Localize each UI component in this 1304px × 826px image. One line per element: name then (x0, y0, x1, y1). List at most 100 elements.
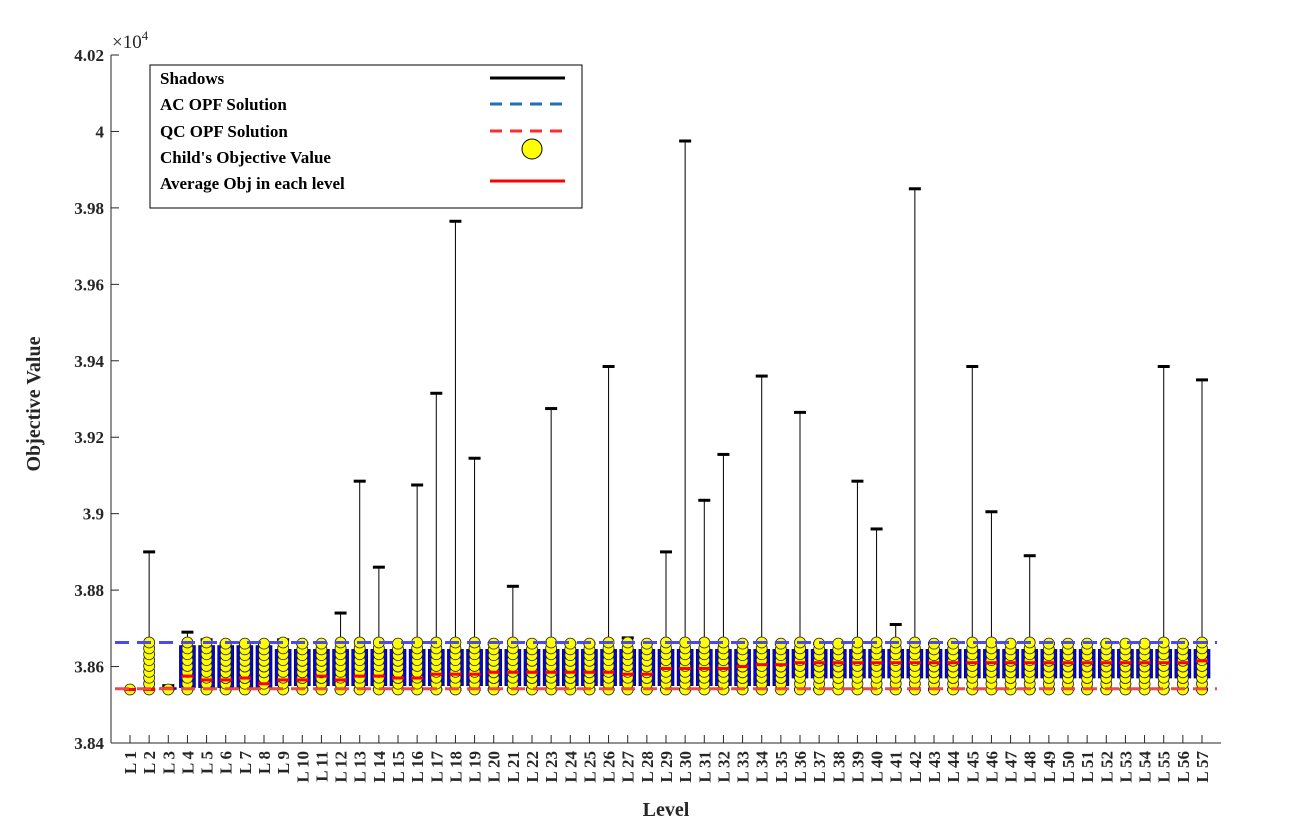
x-tick-label: L 33 (734, 751, 753, 783)
x-tick-label: L 7 (236, 751, 255, 775)
x-tick-label: L 5 (198, 751, 217, 774)
level-47 (1002, 637, 1019, 696)
level-14 (370, 565, 388, 696)
level-34 (753, 374, 771, 696)
y-axis-title: Objective Value (23, 336, 45, 471)
y-tick-label: 3.9 (83, 505, 104, 524)
x-tick-label: L 1 (121, 751, 140, 774)
level-17 (427, 391, 445, 696)
level-28 (638, 637, 656, 696)
x-tick-label: L 13 (351, 751, 370, 783)
level-53 (1117, 637, 1134, 696)
level-35 (772, 637, 790, 696)
x-tick-label: L 55 (1155, 751, 1174, 783)
x-tick-label: L 48 (1021, 751, 1040, 783)
x-tick-label: L 24 (561, 751, 580, 783)
level-42 (906, 187, 924, 696)
x-tick-label: L 37 (810, 751, 829, 783)
y-multiplier: ×104 (112, 28, 149, 53)
x-tick-label: L 41 (887, 751, 906, 783)
x-tick-label: L 18 (446, 751, 465, 783)
child-objective-marker (545, 636, 558, 649)
legend-entry-1: Shadows (160, 69, 565, 88)
legend-entry-2: AC OPF Solution (160, 95, 565, 114)
level-45 (963, 365, 981, 696)
legend-label: Average Obj in each level (160, 174, 345, 193)
level-40 (868, 527, 885, 696)
legend-entry-5: Average Obj in each level (160, 174, 565, 193)
y-tick-label: 3.96 (74, 275, 104, 294)
x-tick-label: L 47 (1002, 751, 1021, 783)
level-46 (983, 510, 1000, 696)
x-tick-label: L 14 (370, 751, 389, 783)
x-tick-label: L 15 (389, 751, 408, 783)
x-tick-label: L 40 (868, 751, 887, 783)
y-tick-label: 4.02 (74, 46, 104, 65)
x-tick-label: L 51 (1078, 751, 1097, 783)
legend: Shadows AC OPF Solution QC OPF Solution Chi… (149, 64, 583, 209)
level-16 (408, 483, 426, 696)
level-23 (542, 407, 560, 696)
legend-swatch (521, 138, 543, 160)
level-33 (734, 637, 751, 696)
level-8 (255, 637, 273, 696)
level-7 (236, 637, 254, 696)
level-29 (657, 550, 675, 696)
x-tick-label: L 35 (772, 751, 791, 783)
level-21 (504, 584, 522, 696)
y-tick-label: 3.98 (74, 199, 104, 218)
y-tick-label: 4 (96, 122, 105, 141)
level-56 (1174, 637, 1192, 696)
y-tick-label: 3.88 (74, 581, 104, 600)
x-tick-label: L 50 (1059, 751, 1078, 783)
x-tick-label: L 28 (638, 751, 657, 783)
x-tick-label: L 43 (925, 751, 944, 783)
x-tick-label: L 4 (178, 751, 197, 775)
level-32 (715, 452, 732, 696)
x-tick-label: L 11 (312, 751, 331, 782)
x-tick-label: L 34 (753, 751, 772, 783)
x-tick-label: L 44 (944, 751, 963, 783)
x-tick-label: L 57 (1193, 751, 1212, 783)
x-tick-label: L 10 (293, 751, 312, 783)
legend-entry-4: Child's Objective Value (160, 138, 543, 167)
level-24 (561, 637, 579, 696)
level-22 (523, 637, 541, 696)
x-tick-label: L 26 (600, 751, 619, 783)
x-tick-label: L 6 (217, 751, 236, 774)
x-tick-label: L 17 (427, 751, 446, 783)
x-tick-label: L 29 (657, 751, 676, 783)
x-tick-label: L 16 (408, 751, 427, 783)
x-tick-label: L 12 (332, 751, 351, 783)
level-55 (1155, 365, 1173, 696)
x-tick-label: L 23 (542, 751, 561, 783)
legend-label: QC OPF Solution (160, 122, 288, 141)
level-57 (1193, 378, 1211, 696)
legend-label: Shadows (160, 69, 225, 88)
level-6 (217, 637, 235, 696)
y-tick-label: 3.94 (74, 352, 104, 371)
plot-area (115, 139, 1217, 696)
x-tick-label: L 45 (963, 751, 982, 783)
x-tick-label: L 31 (695, 751, 714, 783)
legend-entry-3: QC OPF Solution (160, 122, 565, 141)
y-multiplier-exponent: 4 (142, 28, 149, 43)
level-2 (143, 550, 156, 696)
level-50 (1059, 637, 1077, 696)
level-15 (389, 637, 407, 696)
x-tick-label: L 19 (466, 751, 485, 783)
level-5 (198, 636, 215, 696)
level-30 (676, 139, 694, 696)
x-tick-label: L 52 (1097, 751, 1116, 783)
x-tick-label: L 30 (676, 751, 695, 783)
y-tick-label: 3.84 (74, 734, 104, 753)
y-multiplier-base: ×10 (112, 32, 142, 53)
x-tick-label: L 22 (523, 751, 542, 783)
level-48 (1021, 554, 1039, 696)
legend-label: AC OPF Solution (160, 95, 287, 114)
y-tick-label: 3.86 (74, 658, 104, 677)
x-tick-label: L 8 (255, 751, 274, 774)
level-54 (1136, 637, 1153, 696)
x-tick-label: L 25 (580, 751, 599, 783)
